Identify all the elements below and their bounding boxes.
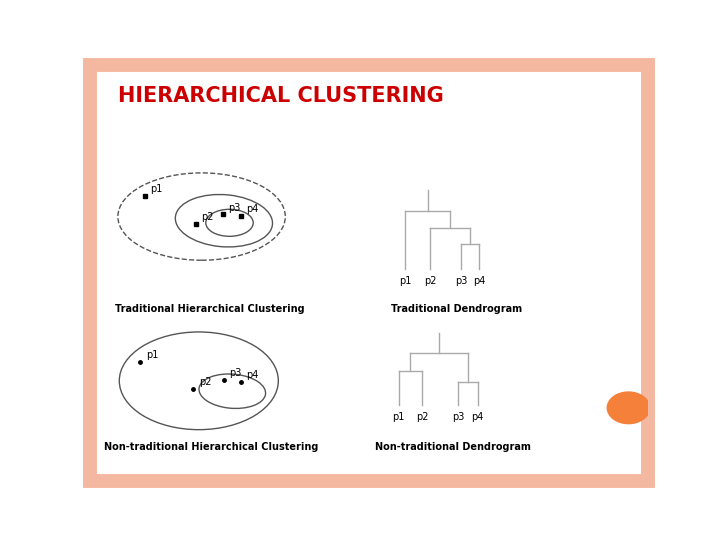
Text: Traditional Dendrogram: Traditional Dendrogram xyxy=(392,304,523,314)
Text: p4: p4 xyxy=(472,412,484,422)
Text: p4: p4 xyxy=(246,205,258,214)
Text: p2: p2 xyxy=(424,276,436,286)
Text: p4: p4 xyxy=(246,370,258,380)
Text: p3: p3 xyxy=(455,276,467,286)
Text: Traditional Hierarchical Clustering: Traditional Hierarchical Clustering xyxy=(115,304,305,314)
Text: p2: p2 xyxy=(415,412,428,422)
Text: p3: p3 xyxy=(230,368,242,379)
Text: HIERARCHICAL CLUSTERING: HIERARCHICAL CLUSTERING xyxy=(118,85,444,106)
Text: p1: p1 xyxy=(145,350,158,360)
Text: Non-traditional Dendrogram: Non-traditional Dendrogram xyxy=(374,442,531,453)
Text: Non-traditional Hierarchical Clustering: Non-traditional Hierarchical Clustering xyxy=(104,442,318,453)
Text: p2: p2 xyxy=(199,377,211,388)
Circle shape xyxy=(607,392,649,424)
Text: p3: p3 xyxy=(228,203,240,213)
Text: p3: p3 xyxy=(452,412,464,422)
Text: p2: p2 xyxy=(202,212,214,222)
Text: p1: p1 xyxy=(392,412,405,422)
Text: p4: p4 xyxy=(473,276,485,286)
Text: p1: p1 xyxy=(150,184,163,194)
Text: p1: p1 xyxy=(399,276,411,286)
